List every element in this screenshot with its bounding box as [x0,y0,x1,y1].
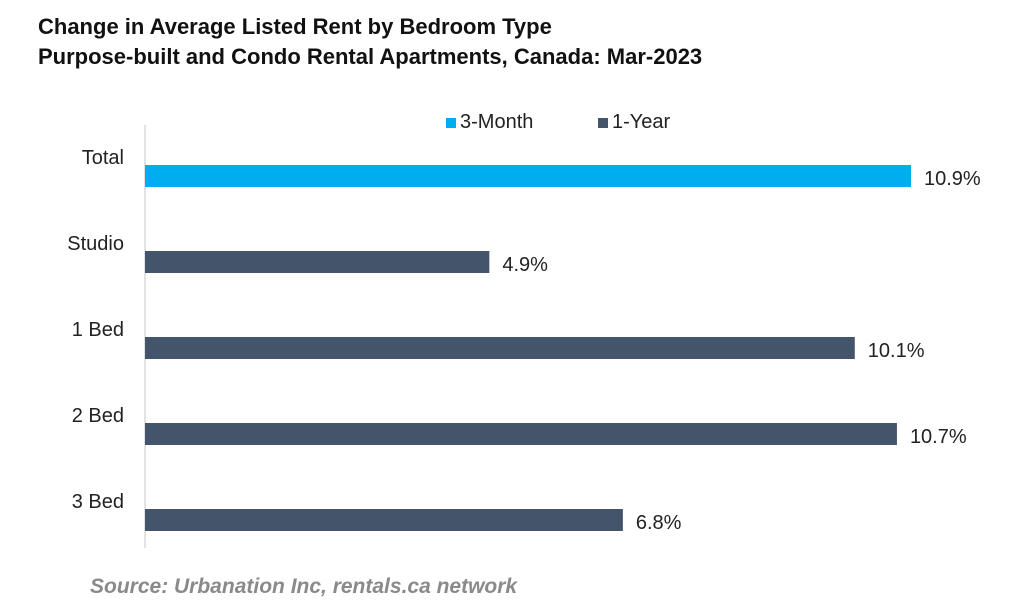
bar-total [145,165,911,187]
bar-1-bed [145,337,855,359]
legend-label-1-year: 1-Year [612,111,671,133]
bar-2-bed [145,423,897,445]
value-label-studio: 4.9% [502,254,548,276]
category-label-3-bed: 3 Bed [72,491,124,513]
legend-swatch-3-month [446,118,456,128]
value-label-3-bed: 6.8% [636,512,682,534]
legend-label-3-month: 3-Month [460,111,533,133]
value-label-1-bed: 10.1% [868,340,925,362]
bar-studio [145,251,490,273]
category-label-studio: Studio [67,233,124,255]
source-note: Source: Urbanation Inc, rentals.ca netwo… [90,575,518,598]
chart-title-line2: Purpose-built and Condo Rental Apartment… [38,44,703,69]
legend-swatch-1-year [598,118,608,128]
bar-3-bed [145,509,623,531]
value-label-2-bed: 10.7% [910,426,967,448]
chart-title: Change in Average Listed Rent by Bedroom… [38,12,702,72]
category-label-2-bed: 2 Bed [72,405,124,427]
category-label-1-bed: 1 Bed [72,319,124,341]
category-label-total: Total [82,147,124,169]
chart-title-line1: Change in Average Listed Rent by Bedroom… [38,14,552,39]
value-label-total: 10.9% [924,168,981,190]
